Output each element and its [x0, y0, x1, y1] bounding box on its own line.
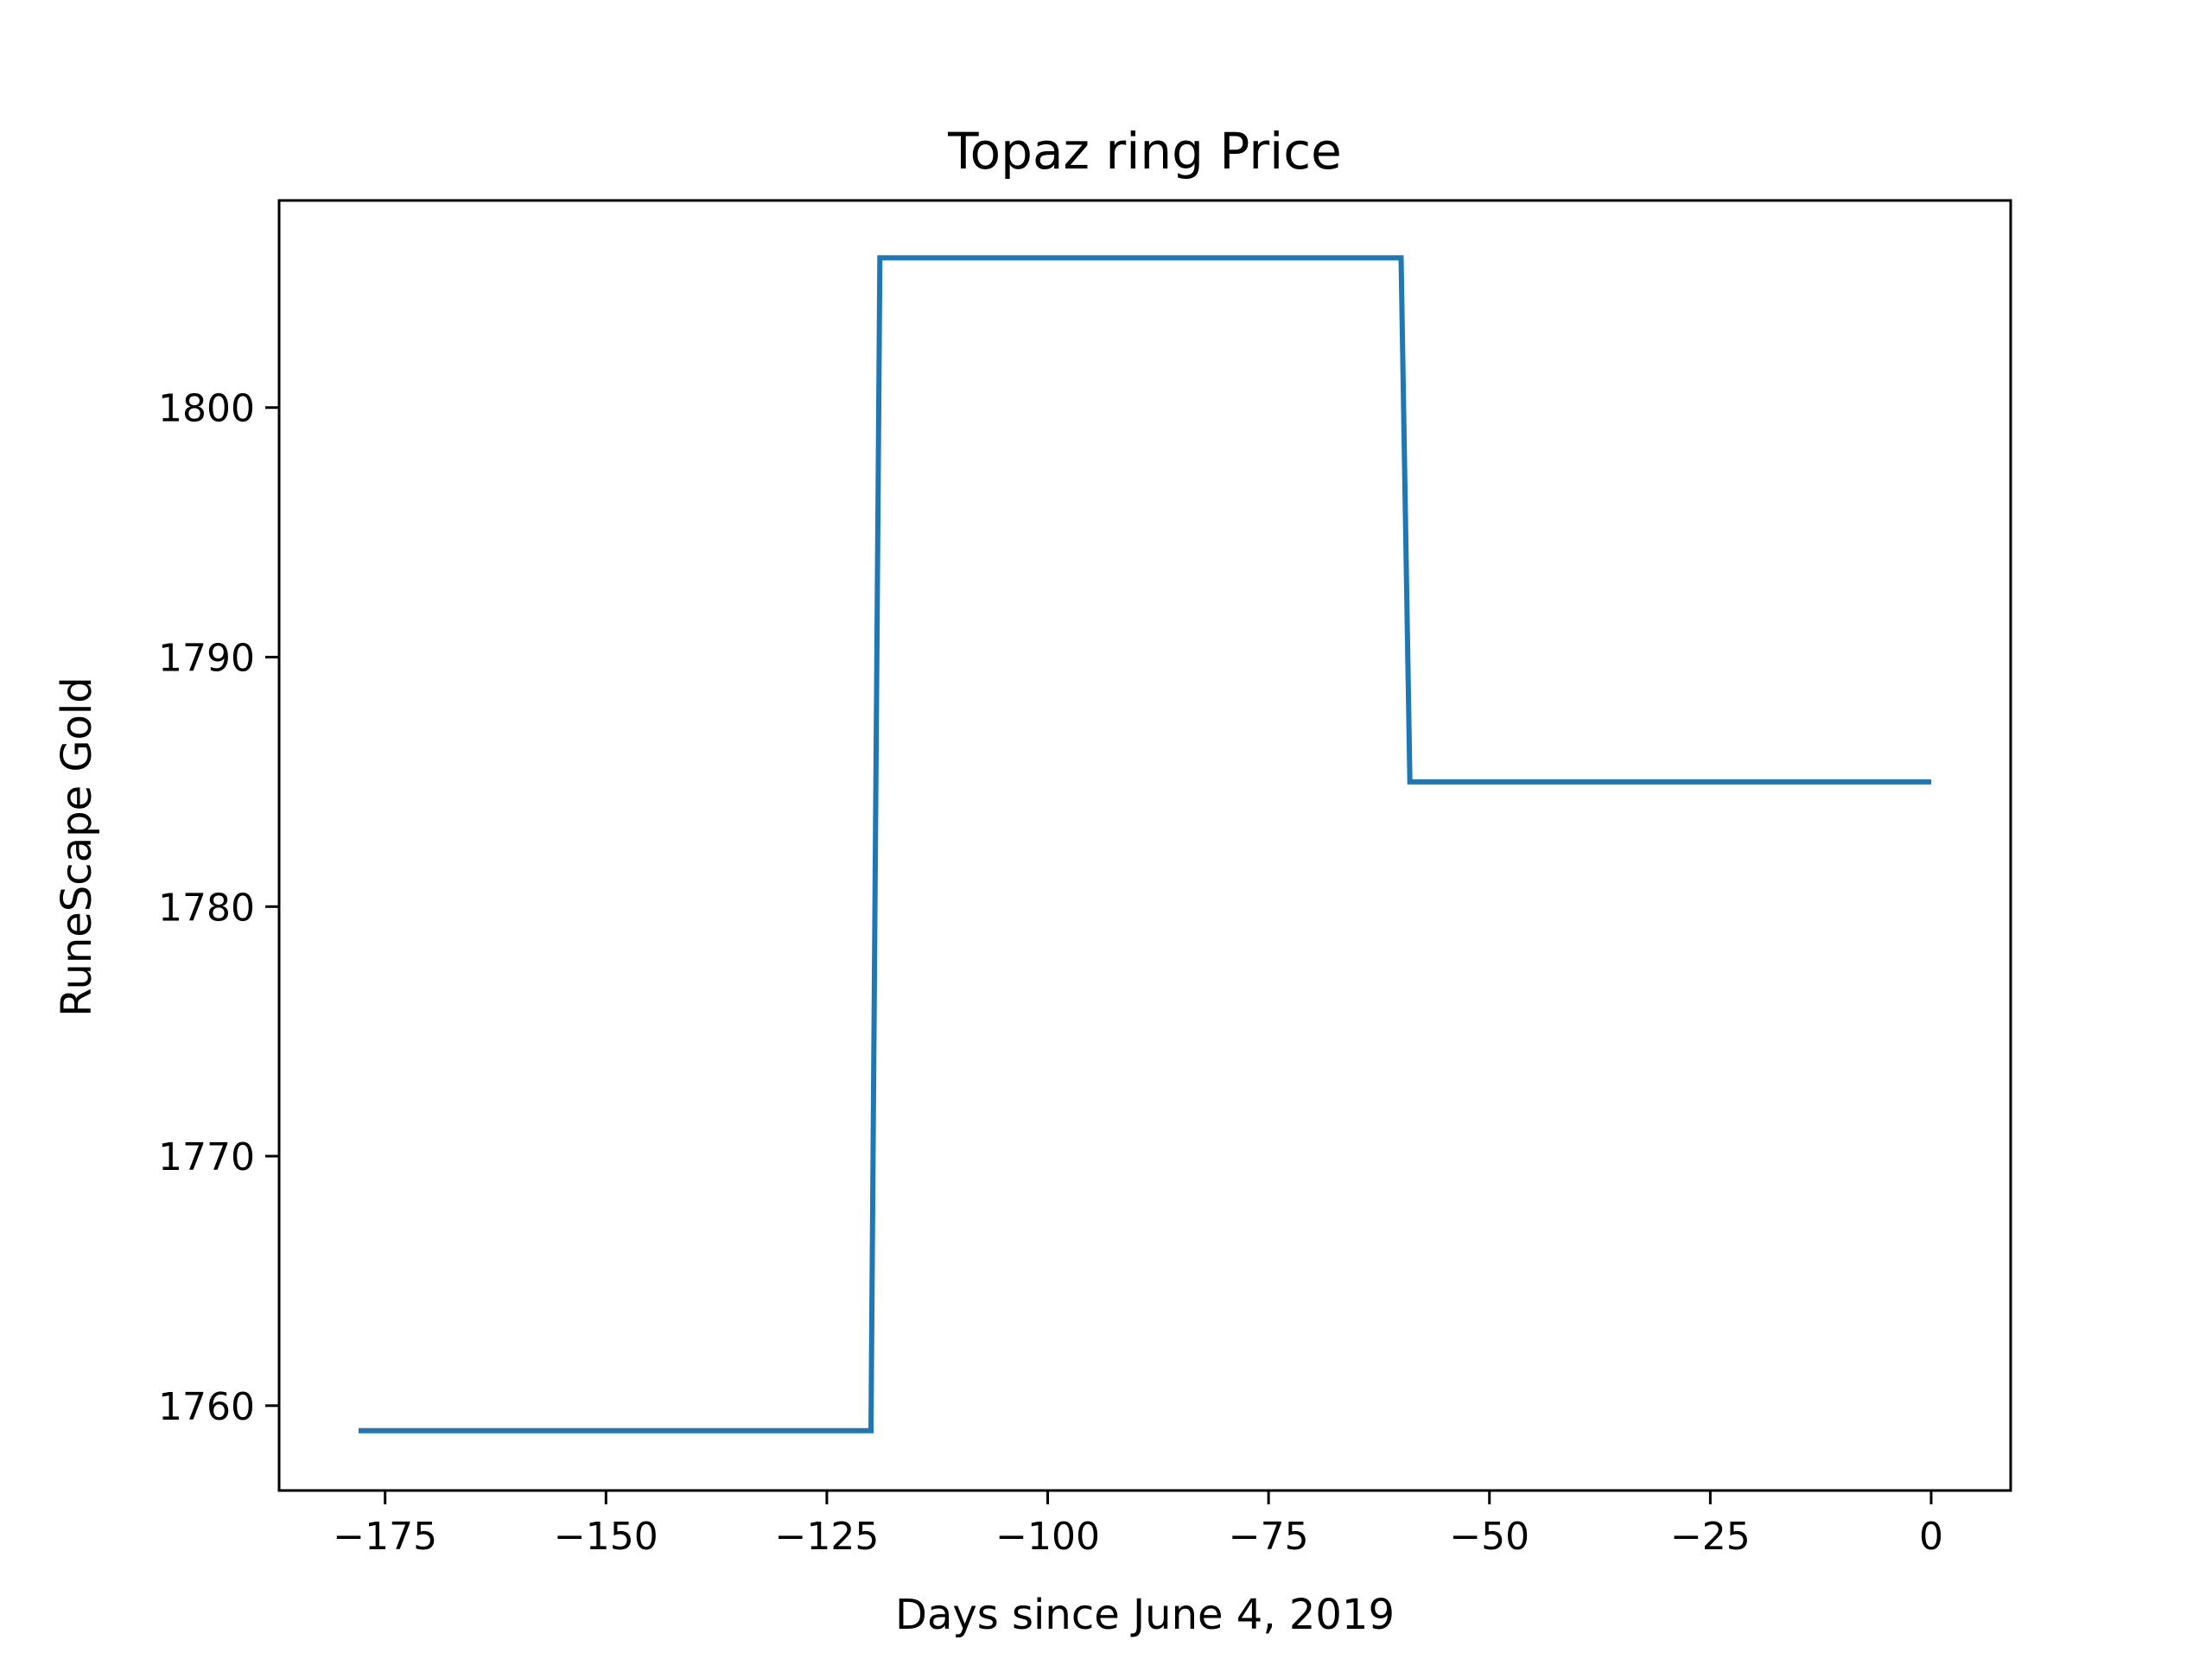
x-tick-label: −50 [1449, 1515, 1529, 1559]
series-layer [359, 255, 1931, 1433]
x-tick-label: −75 [1229, 1515, 1309, 1559]
y-tick-label: 1800 [158, 387, 255, 431]
x-tick-label: −150 [554, 1515, 658, 1559]
x-axis: −175 −150 −125 −100 −75 −50 −25 0 [333, 1491, 1943, 1559]
x-tick-label: −175 [333, 1515, 437, 1559]
x-tick-label: −25 [1670, 1515, 1751, 1559]
y-tick-label: 1770 [158, 1135, 255, 1179]
chart-title: Topaz ring Price [947, 122, 1342, 181]
x-tick-label: −100 [995, 1515, 1100, 1559]
plot-area [277, 199, 2012, 1492]
y-tick-label: 1760 [158, 1385, 255, 1429]
y-axis: 1760 1770 1780 1790 1800 [158, 387, 279, 1429]
x-tick-label: −125 [774, 1515, 879, 1559]
plot-frame [277, 199, 2012, 1492]
y-tick-label: 1790 [158, 636, 255, 680]
y-axis-title: RuneScape Gold [53, 677, 101, 1016]
series-line-0 [359, 255, 1931, 1433]
x-tick-label: 0 [1919, 1515, 1943, 1559]
x-axis-title: Days since June 4, 2019 [895, 1591, 1395, 1639]
y-tick-label: 1780 [158, 886, 255, 930]
